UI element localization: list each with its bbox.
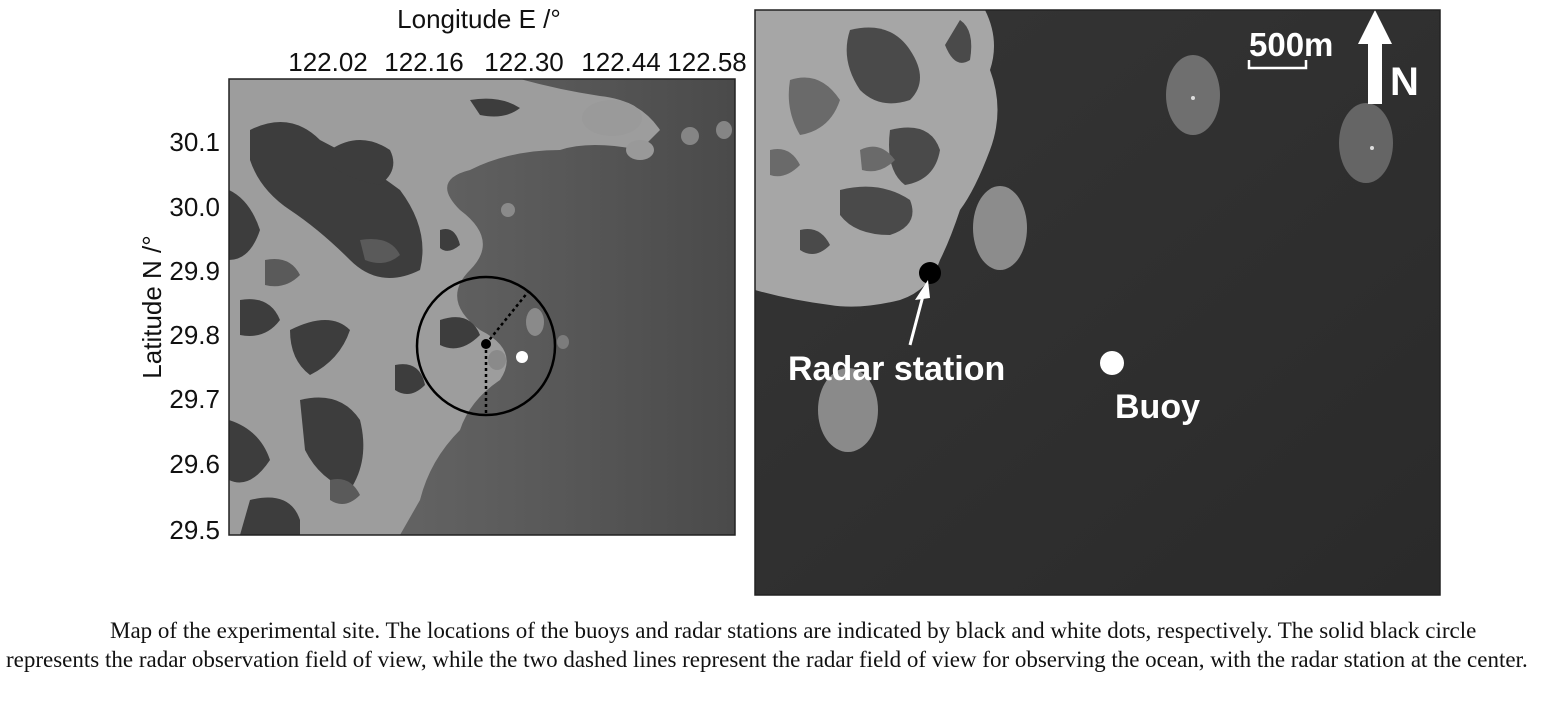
buoy-label: Buoy <box>1115 388 1200 426</box>
scale-bar-label: 500m <box>1249 26 1333 63</box>
y-axis-title: Latitude N /° <box>137 235 167 378</box>
radar-station-dot <box>919 262 941 284</box>
radar-arrow-icon <box>908 280 930 346</box>
x-tick-label: 122.02 <box>288 47 368 77</box>
north-label: N <box>1390 60 1419 104</box>
x-tick-labels: 122.02 122.16 122.30 122.44 122.58 <box>288 47 747 77</box>
y-tick-label: 29.8 <box>169 320 220 350</box>
buoy-dot <box>1100 351 1124 375</box>
x-axis-title: Longitude E /° <box>397 4 561 34</box>
buoy-dot <box>516 351 528 363</box>
radar-station-label: Radar station <box>788 350 1005 388</box>
left-map-image <box>229 79 735 535</box>
radar-station-dot <box>481 339 491 349</box>
y-tick-label: 30.1 <box>169 127 220 157</box>
radar-fov-circle <box>415 275 557 417</box>
left-map: Longitude E /° 122.02 122.16 122.30 122.… <box>137 4 747 545</box>
figure: Longitude E /° 122.02 122.16 122.30 122.… <box>137 4 1441 596</box>
caption-text: Map of the experimental site. The locati… <box>6 618 1528 672</box>
north-arrow-icon <box>1358 10 1392 104</box>
y-tick-label: 29.9 <box>169 256 220 286</box>
scale-bar: 500m <box>1247 26 1333 70</box>
y-tick-label: 29.5 <box>169 515 220 545</box>
x-tick-label: 122.30 <box>484 47 564 77</box>
x-tick-label: 122.16 <box>384 47 464 77</box>
y-tick-label: 29.7 <box>169 384 220 414</box>
x-tick-label: 122.44 <box>581 47 661 77</box>
y-tick-labels: 30.1 30.0 29.9 29.8 29.7 29.6 29.5 <box>169 127 220 545</box>
y-tick-label: 29.6 <box>169 449 220 479</box>
right-map: Radar station Buoy 500m N <box>754 9 1441 596</box>
figure-caption: Map of the experimental site. The locati… <box>6 616 1546 674</box>
y-tick-label: 30.0 <box>169 192 220 222</box>
x-tick-label: 122.58 <box>667 47 747 77</box>
right-map-image: Radar station Buoy 500m N <box>755 10 1440 595</box>
